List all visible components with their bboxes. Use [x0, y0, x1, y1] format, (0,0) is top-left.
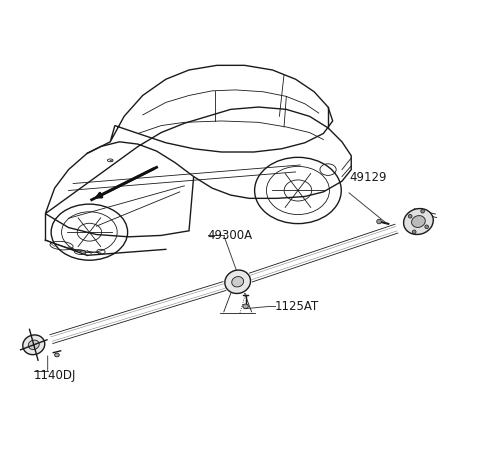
Circle shape	[377, 219, 381, 224]
Circle shape	[408, 214, 412, 218]
Ellipse shape	[55, 353, 59, 357]
Ellipse shape	[232, 277, 244, 287]
Ellipse shape	[225, 270, 251, 294]
Text: 1140DJ: 1140DJ	[34, 370, 76, 382]
Circle shape	[425, 225, 429, 229]
Text: 49300A: 49300A	[207, 229, 252, 242]
Circle shape	[412, 230, 416, 234]
Ellipse shape	[411, 216, 425, 227]
Text: 49129: 49129	[349, 172, 386, 184]
Ellipse shape	[23, 335, 45, 355]
Text: 1125AT: 1125AT	[275, 300, 319, 313]
Circle shape	[421, 209, 424, 213]
Ellipse shape	[404, 209, 433, 234]
Ellipse shape	[243, 304, 248, 309]
Ellipse shape	[28, 340, 39, 349]
